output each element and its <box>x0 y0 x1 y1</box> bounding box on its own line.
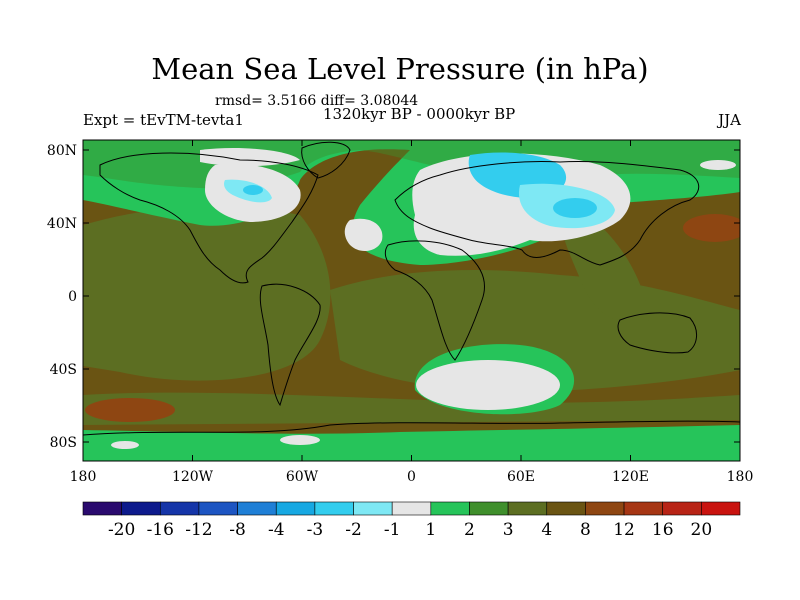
lat-axis: 80N 40N 0 40S 80S <box>47 143 740 451</box>
colorbar-label: 2 <box>464 520 475 540</box>
colorbar-label: 20 <box>691 520 713 540</box>
colorbar-box <box>353 501 393 516</box>
pressure-field <box>83 140 740 461</box>
colorbar-box <box>662 501 702 516</box>
colorbar-box <box>507 501 548 516</box>
colorbar-label: -8 <box>229 520 246 540</box>
lon-label: 60E <box>507 469 535 485</box>
colorbar-box <box>275 501 316 516</box>
season-label: JJA <box>718 111 741 129</box>
lon-label: 180 <box>727 469 754 485</box>
colorbar-box <box>121 501 161 516</box>
experiment-label: Expt = tEvTM-tevta1 <box>83 111 244 129</box>
colorbar-label: 3 <box>503 520 514 540</box>
colorbar-label: -3 <box>307 520 324 540</box>
colorbar-label: -16 <box>147 520 174 540</box>
colorbar-label: -12 <box>185 520 212 540</box>
lat-label: 0 <box>68 289 77 305</box>
field-cyan-asia <box>553 198 597 218</box>
colorbar-box <box>623 501 664 516</box>
colorbar-box <box>82 501 122 516</box>
field-green-south <box>83 425 740 461</box>
field-white-atlantic <box>344 218 383 252</box>
field-olive-antarctic <box>83 392 740 425</box>
colorbar-box <box>391 501 432 516</box>
colorbar-label: -4 <box>268 520 285 540</box>
field-olive-pacific <box>83 206 331 381</box>
colorbar-label: -2 <box>345 520 362 540</box>
colorbar-box <box>585 501 625 516</box>
lon-label: 60W <box>286 469 319 485</box>
coast-south-america <box>259 283 321 407</box>
coast-antarctica <box>83 420 740 436</box>
coast-eurasia <box>394 161 700 266</box>
field-white-ant2 <box>111 441 139 449</box>
field-white-ant1 <box>280 435 320 445</box>
field-white-arctic <box>200 148 300 167</box>
colorbar-box <box>701 501 741 516</box>
colorbar-box <box>546 501 586 516</box>
field-white-southern <box>416 360 560 410</box>
chart-title: Mean Sea Level Pressure (in hPa) <box>151 52 649 86</box>
colorbar-box <box>237 501 277 516</box>
colorbar-label: 8 <box>580 520 591 540</box>
field-high-npac <box>683 214 740 242</box>
period-label: 1320kyr BP - 0000kyr BP <box>323 105 516 123</box>
colorbar-label: 1 <box>425 520 436 540</box>
colorbar-box <box>314 501 354 516</box>
coast-africa <box>384 240 485 361</box>
colorbar-box <box>198 501 238 516</box>
coast-north-america <box>99 152 319 284</box>
field-cyan-namerica <box>243 185 263 195</box>
lon-axis: 180 120W 60W 0 60E 120E 180 <box>70 140 754 485</box>
colorbar-box <box>469 501 509 516</box>
colorbar-label: 12 <box>613 520 635 540</box>
colorbar-label: -20 <box>108 520 135 540</box>
coast-australia <box>617 312 697 354</box>
colorbar: -20 -16 -12 -8 -4 -3 -2 -1 1 2 3 4 8 12 16 20 <box>82 501 741 540</box>
lon-label: 0 <box>407 469 416 485</box>
colorbar-label: -1 <box>384 520 401 540</box>
lon-label: 120W <box>172 469 214 485</box>
field-white-bering <box>700 160 736 170</box>
field-high-spac <box>85 398 175 422</box>
colorbar-label: 4 <box>541 520 552 540</box>
stats-line: rmsd= 3.5166 diff= 3.08044 <box>215 93 419 109</box>
lon-label: 120E <box>612 469 649 485</box>
colorbar-box <box>159 501 200 516</box>
lon-label: 180 <box>70 469 97 485</box>
coastlines <box>83 141 740 436</box>
colorbar-label: 16 <box>652 520 674 540</box>
coast-greenland <box>301 141 351 179</box>
lat-label: 80N <box>47 143 77 159</box>
colorbar-box <box>430 501 470 516</box>
lat-label: 40S <box>50 362 77 378</box>
lat-label: 40N <box>47 216 77 232</box>
lat-label: 80S <box>50 435 77 451</box>
